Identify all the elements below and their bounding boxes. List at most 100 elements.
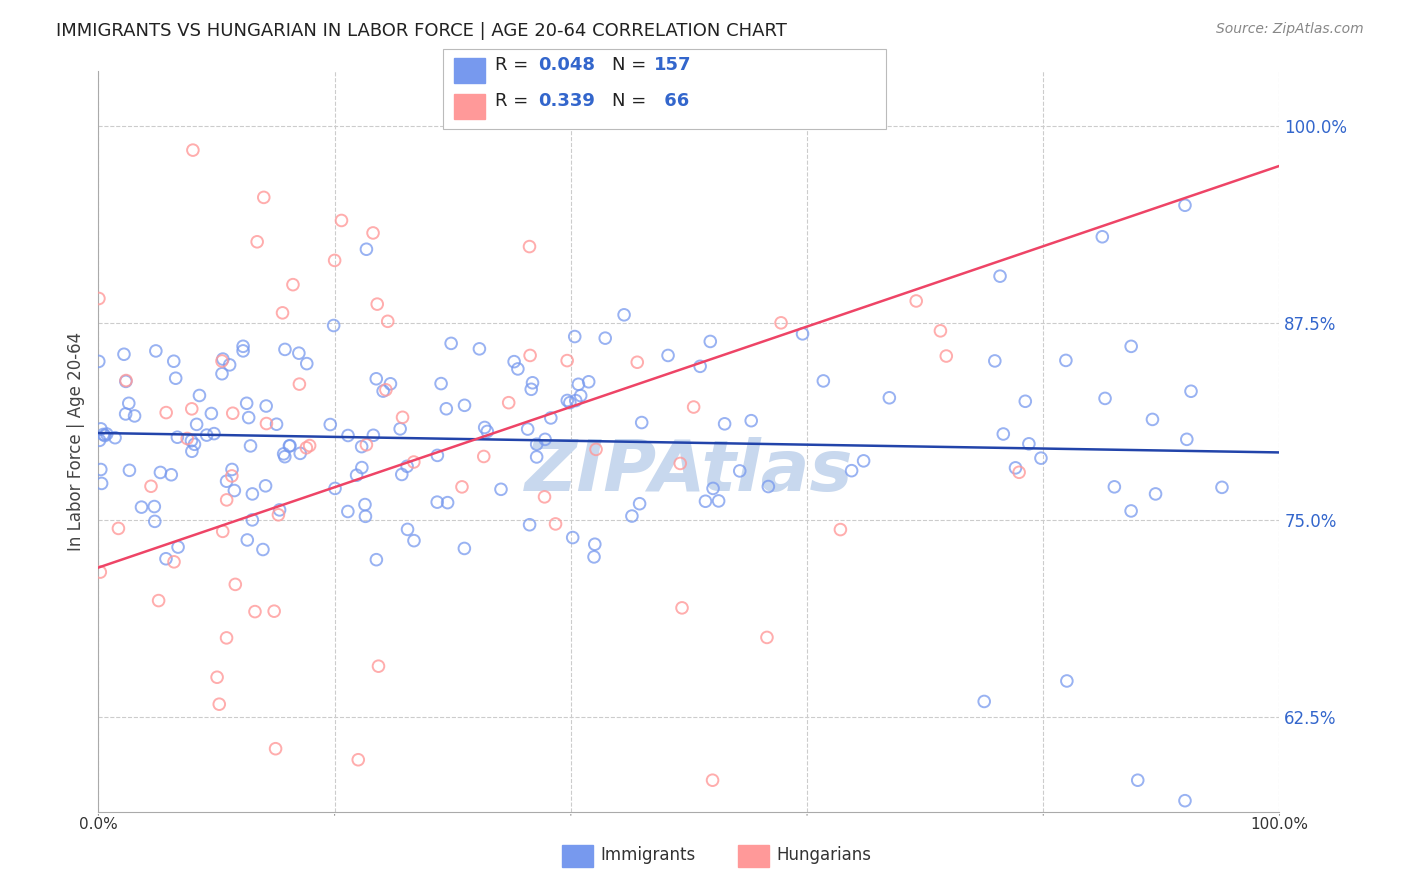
Point	[519, 517, 541, 532]
Point	[238, 410, 260, 425]
Point	[852, 454, 875, 468]
Point	[112, 347, 135, 361]
Point	[239, 439, 262, 453]
Point	[215, 474, 238, 488]
Point	[188, 388, 211, 402]
Point	[163, 354, 186, 368]
Point	[451, 480, 474, 494]
Point	[702, 482, 724, 496]
Point	[232, 343, 254, 358]
Point	[139, 479, 162, 493]
Point	[107, 521, 129, 535]
Point	[224, 577, 246, 591]
Point	[290, 446, 312, 460]
Point	[281, 277, 304, 292]
Point	[671, 600, 693, 615]
Point	[1142, 412, 1164, 426]
Point	[323, 253, 346, 268]
Point	[246, 235, 269, 249]
Point	[1018, 437, 1040, 451]
Text: 0.339: 0.339	[538, 92, 595, 110]
Point	[402, 533, 425, 548]
Point	[426, 495, 449, 509]
Point	[879, 391, 901, 405]
Point	[682, 400, 704, 414]
Point	[436, 495, 458, 509]
Point	[702, 773, 724, 788]
Point	[503, 354, 526, 368]
Text: R =: R =	[495, 56, 534, 74]
Point	[347, 753, 370, 767]
Point	[620, 509, 643, 524]
Point	[520, 382, 543, 396]
Point	[707, 494, 730, 508]
Point	[118, 396, 141, 410]
Point	[1056, 673, 1078, 688]
Point	[453, 398, 475, 412]
Point	[506, 362, 529, 376]
Point	[468, 342, 491, 356]
Point	[534, 433, 557, 447]
Point	[264, 741, 287, 756]
Point	[380, 376, 402, 391]
Point	[90, 476, 112, 491]
Point	[363, 428, 385, 442]
Point	[145, 826, 167, 840]
Point	[336, 504, 359, 518]
Point	[94, 428, 117, 442]
Point	[155, 551, 177, 566]
Point	[252, 542, 274, 557]
Point	[180, 401, 202, 416]
Point	[218, 358, 240, 372]
Point	[474, 420, 496, 434]
Point	[1174, 198, 1197, 212]
Point	[440, 336, 463, 351]
Point	[830, 523, 852, 537]
Point	[350, 440, 373, 454]
Point	[626, 355, 648, 369]
Point	[993, 427, 1015, 442]
Point	[1174, 794, 1197, 808]
Point	[792, 326, 814, 341]
Point	[1144, 487, 1167, 501]
Text: 0.048: 0.048	[538, 56, 596, 74]
Point	[235, 396, 257, 410]
Point	[567, 377, 589, 392]
Point	[905, 293, 928, 308]
Text: IMMIGRANTS VS HUNGARIAN IN LABOR FORCE | AGE 20-64 CORRELATION CHART: IMMIGRANTS VS HUNGARIAN IN LABOR FORCE |…	[56, 22, 787, 40]
Point	[426, 449, 449, 463]
Point	[356, 242, 378, 256]
Point	[90, 462, 112, 476]
Point	[211, 524, 233, 539]
Point	[211, 367, 233, 381]
Point	[695, 494, 717, 508]
Point	[498, 395, 520, 409]
Point	[935, 349, 957, 363]
Point	[211, 354, 233, 368]
Point	[165, 371, 187, 385]
Point	[256, 417, 278, 431]
Point	[973, 694, 995, 708]
Point	[356, 438, 378, 452]
Point	[183, 437, 205, 451]
Point	[149, 466, 172, 480]
Point	[167, 540, 190, 554]
Point	[114, 375, 136, 389]
Point	[205, 670, 228, 684]
Point	[176, 432, 198, 446]
Point	[477, 425, 499, 439]
Point	[516, 422, 538, 436]
Point	[143, 500, 166, 514]
Point	[91, 427, 114, 442]
Point	[195, 428, 218, 442]
Point	[361, 226, 384, 240]
Point	[1119, 504, 1142, 518]
Point	[713, 417, 735, 431]
Point	[522, 376, 544, 390]
Text: N =: N =	[612, 92, 651, 110]
Point	[628, 497, 651, 511]
Point	[1094, 392, 1116, 406]
Point	[274, 450, 297, 464]
Point	[1029, 451, 1052, 466]
Point	[578, 375, 600, 389]
